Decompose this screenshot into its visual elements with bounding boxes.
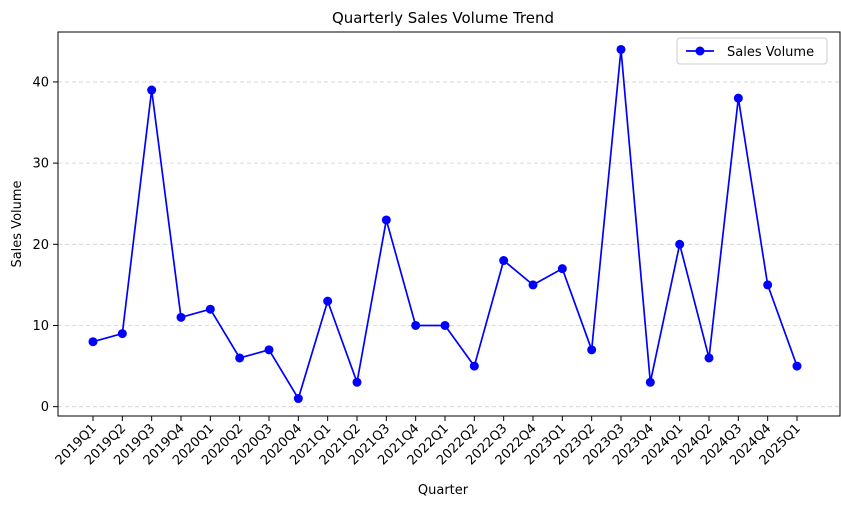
data-point (293, 394, 303, 404)
y-tick-label: 0 (41, 400, 49, 415)
data-point (499, 256, 509, 266)
data-point (235, 353, 245, 363)
plot-frame (57, 31, 841, 417)
legend-marker-swatch (695, 46, 705, 56)
data-point (792, 361, 802, 371)
y-tick-label: 40 (32, 75, 49, 90)
data-point (557, 264, 567, 274)
gridlines (58, 81, 840, 408)
data-point (675, 239, 685, 249)
y-tick-label: 10 (32, 319, 49, 334)
data-point (205, 304, 215, 314)
x-axis-ticks: 2019Q12019Q22019Q32019Q42020Q12020Q22020… (53, 416, 804, 468)
series-line (92, 48, 798, 400)
data-point (528, 280, 538, 290)
data-point (411, 320, 421, 330)
data-point (176, 312, 186, 322)
y-tick-label: 30 (32, 157, 49, 172)
data-point (264, 345, 274, 355)
data-point (645, 377, 655, 387)
legend-box (676, 37, 828, 65)
data-point (147, 85, 157, 95)
data-point (587, 345, 597, 355)
data-point (88, 337, 98, 347)
data-point (381, 215, 391, 225)
series-layer (88, 44, 802, 404)
data-point (440, 320, 450, 330)
y-tick-label: 20 (32, 238, 49, 253)
legend-label: Sales Volume (727, 45, 814, 60)
y-axis-title: Sales Volume (10, 180, 25, 267)
data-point (704, 353, 714, 363)
y-axis-ticks: 0 10 20 30 40 (32, 75, 58, 415)
data-point (763, 280, 773, 290)
data-point (117, 329, 127, 339)
x-axis-title: Quarter (418, 483, 469, 498)
chart-title: Quarterly Sales Volume Trend (332, 9, 554, 27)
data-point (733, 93, 743, 103)
data-point (616, 44, 626, 54)
data-point (352, 377, 362, 387)
data-point (469, 361, 479, 371)
data-point (323, 296, 333, 306)
legend: Sales Volume (676, 37, 828, 65)
